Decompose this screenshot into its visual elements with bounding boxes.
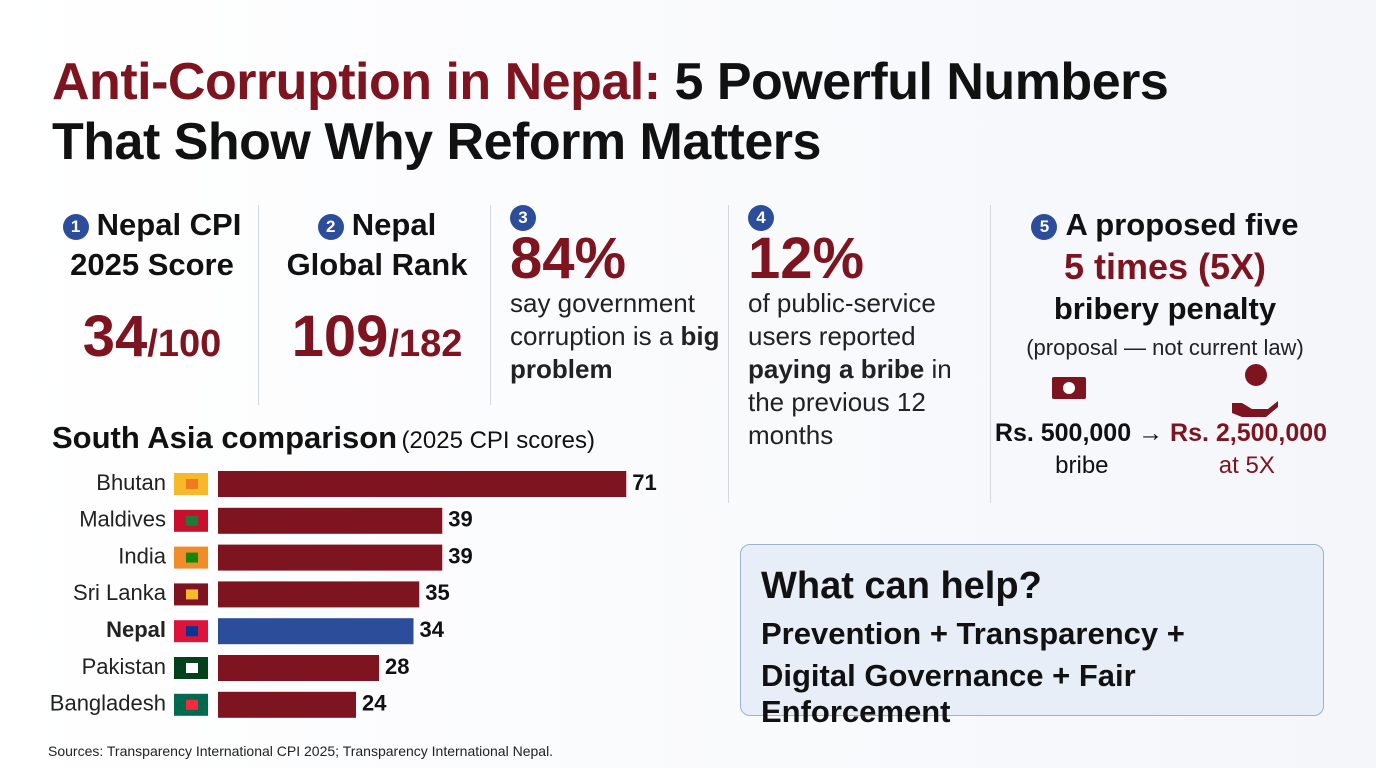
- bold-text: paying a bribe: [748, 354, 925, 384]
- title-part: Anti-Corruption in Nepal:: [52, 53, 661, 111]
- bar: [218, 471, 627, 497]
- flag-part: [186, 515, 198, 526]
- flag-part: [186, 589, 198, 600]
- flag-part: [186, 479, 198, 489]
- bar: [218, 581, 420, 608]
- stat-text: of public-service users reported paying …: [748, 287, 976, 452]
- value-label: 28: [385, 654, 409, 679]
- from-value: Rs. 500,000: [994, 419, 1132, 447]
- value-label: 34: [420, 617, 445, 642]
- label: Nepal CPI 2025 Score: [70, 207, 242, 282]
- stat-value: 109/182: [272, 303, 482, 370]
- arrow: →: [1138, 419, 1164, 447]
- badge: 1: [62, 213, 89, 240]
- category-label: Sri Lanka: [73, 580, 167, 605]
- text: say government corruption is a: [510, 288, 695, 351]
- label: A proposed five: [1065, 207, 1299, 242]
- suffix: /100: [147, 323, 222, 365]
- captions: bribe at 5X: [1000, 452, 1330, 480]
- stat-card: 5 A proposed five 5 times (5X) bribery pe…: [995, 205, 1330, 480]
- category-label: India: [118, 543, 166, 568]
- chart: Bhutan 71 Maldives 39 India 39 Sri Lanka 35 Nepa…: [50, 470, 657, 718]
- title-highlight: Anti-Corruption in Nepal: 5 Powerful Num…: [52, 52, 1169, 112]
- money-icon-part: [1063, 382, 1075, 394]
- badge: 5: [1031, 213, 1058, 240]
- divider: [990, 205, 991, 503]
- value: 109: [291, 304, 389, 369]
- stat-label: 5 A proposed five: [1000, 205, 1330, 245]
- icons: [1052, 364, 1278, 417]
- bold-text: big problem: [510, 321, 720, 384]
- title-line: That Show Why Reform Matters: [52, 113, 821, 171]
- text: of public-service users reported: [748, 288, 936, 351]
- stat-card: 2 Nepal Global Rank 109/182: [272, 205, 482, 370]
- title-part: 5 Powerful Numbers: [674, 53, 1169, 111]
- flag-part: [186, 699, 198, 710]
- category-label: Pakistan: [82, 654, 166, 679]
- stat-card: 3 84% say government corruption is a big…: [510, 205, 720, 386]
- caption: bribe: [1055, 452, 1109, 479]
- stat-card: 1 Nepal CPI 2025 Score 34/100: [52, 205, 252, 370]
- bar: [218, 507, 443, 534]
- value-label: 39: [448, 543, 472, 568]
- value: 12%: [748, 226, 865, 291]
- stat-card: 4 12% of public-service users reported p…: [748, 205, 976, 452]
- badge: 4: [748, 205, 774, 231]
- value: 34: [82, 304, 148, 369]
- note: (proposal — not current law): [1026, 335, 1304, 360]
- stat-label: 1 Nepal CPI 2025 Score: [52, 205, 252, 285]
- divider: [258, 205, 259, 405]
- help-line: Prevention + Transparency +: [761, 616, 1185, 651]
- bar: [218, 691, 356, 718]
- badge: 3: [510, 205, 536, 231]
- conversion: Rs. 500,000 → Rs. 2,500,000: [992, 419, 1330, 448]
- help-box: What can help? Prevention + Transparency…: [740, 544, 1324, 729]
- category-label: Nepal: [106, 617, 166, 642]
- value-label: 71: [632, 470, 656, 495]
- category-label: Bhutan: [96, 470, 166, 495]
- badge: 2: [317, 213, 344, 240]
- value-label: 35: [425, 580, 449, 605]
- hand-icon: [1232, 401, 1278, 417]
- bar: [218, 655, 379, 681]
- bar: [218, 544, 443, 571]
- chart-heading: South Asia comparison (2025 CPI scores): [52, 420, 595, 456]
- text: in the previous 12 months: [748, 354, 952, 450]
- bar: [218, 618, 414, 645]
- coin-icon: [1245, 364, 1267, 386]
- help-title: What can help?: [761, 565, 1042, 607]
- stat-label: 2 Nepal Global Rank: [272, 205, 482, 285]
- suffix: /182: [388, 323, 463, 365]
- chart-subtitle: (2025 CPI scores): [401, 427, 595, 454]
- caption: at 5X: [1218, 452, 1275, 479]
- chart-title: South Asia comparison: [52, 420, 398, 455]
- stat-value: 34/100: [52, 303, 252, 370]
- value-label: 24: [362, 691, 387, 716]
- flag-part: [186, 663, 198, 673]
- flag-part: [186, 626, 198, 637]
- highlight: 5 times (5X): [1063, 246, 1267, 287]
- label: Nepal Global Rank: [286, 207, 468, 282]
- sources: Sources: Transparency International CPI …: [48, 743, 554, 759]
- category-label: Maldives: [79, 507, 166, 532]
- value: 84%: [510, 226, 627, 291]
- help-line: Digital Governance + Fair Enforcement: [761, 658, 1136, 729]
- label: bribery penalty: [1053, 291, 1277, 326]
- value-label: 39: [448, 507, 472, 532]
- stat-text: say government corruption is a big probl…: [510, 287, 720, 386]
- flag-part: [186, 552, 198, 563]
- divider: [490, 205, 491, 405]
- to-value: Rs. 2,500,000: [1170, 419, 1328, 447]
- divider: [728, 205, 729, 503]
- category-label: Bangladesh: [50, 691, 166, 716]
